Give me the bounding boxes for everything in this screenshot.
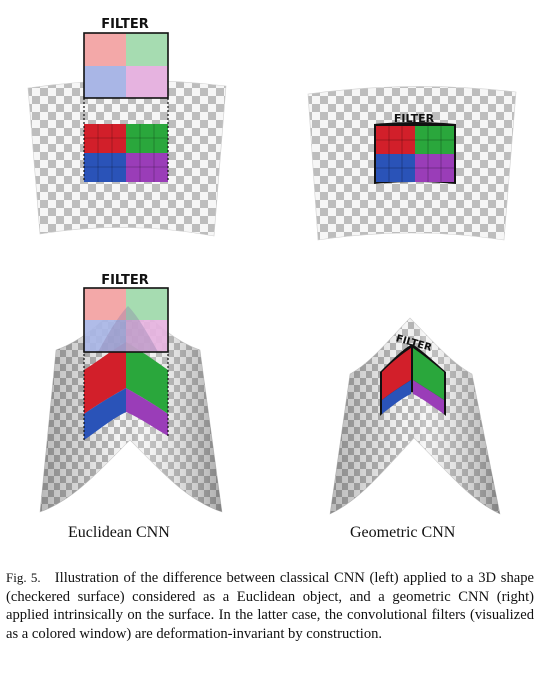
filter-label: FILTER <box>101 17 149 32</box>
figure-caption: Fig. 5. Illustration of the difference b… <box>6 569 534 643</box>
figure-illustration: FILTER FILTER <box>27 17 517 515</box>
filter-window <box>380 344 446 416</box>
panel-euclidean-ridge: FILTER <box>39 273 223 513</box>
projected-filter-patch <box>84 124 168 182</box>
caption-euclidean-cnn: Euclidean CNN <box>68 524 170 541</box>
figure-number: Fig. 5. <box>6 570 41 585</box>
projected-filter-patch <box>84 342 168 440</box>
figure-caption-text: Illustration of the difference between c… <box>6 570 535 642</box>
caption-geometric-cnn: Geometric CNN <box>350 524 456 541</box>
panel-euclidean-flat: FILTER <box>27 17 227 237</box>
filter-label: FILTER <box>101 273 149 288</box>
panel-geometric-ridge: FILTER <box>329 317 501 515</box>
filter-window <box>83 32 169 99</box>
panel-geometric-flat: FILTER <box>307 86 517 241</box>
filter-label: FILTER <box>394 112 435 125</box>
filter-window <box>83 287 169 353</box>
filter-window <box>374 122 456 184</box>
